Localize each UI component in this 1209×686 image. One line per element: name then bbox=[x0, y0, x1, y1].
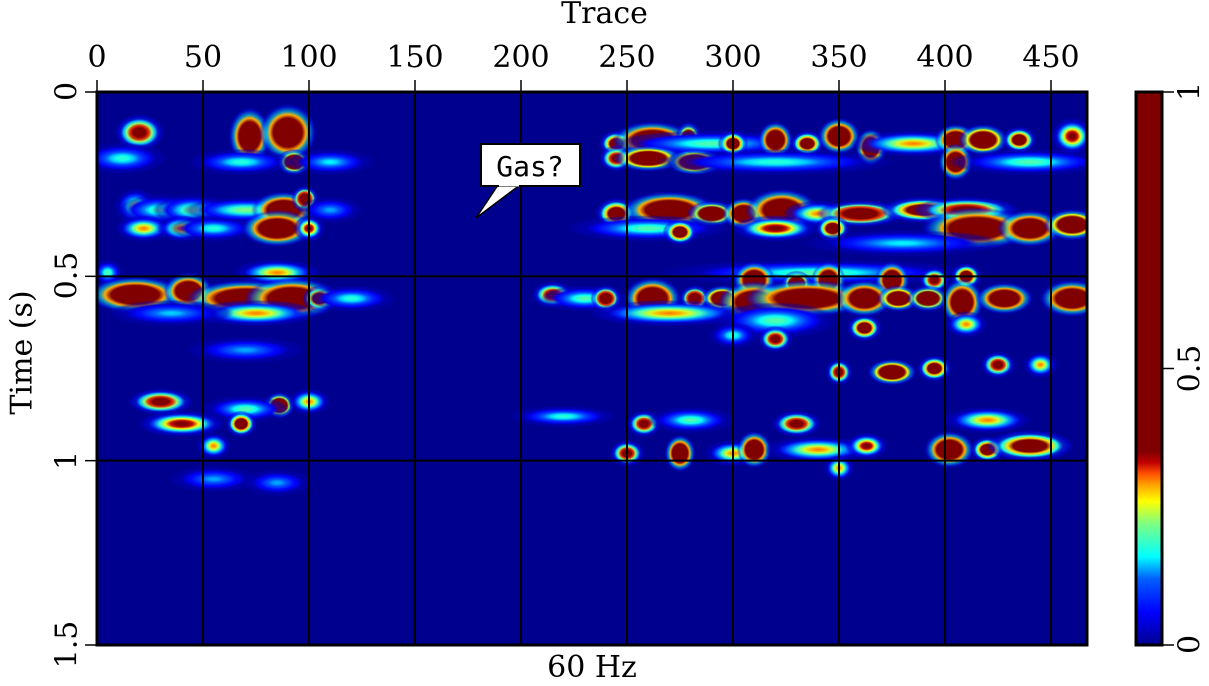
x-tick-label: 450 bbox=[1022, 40, 1080, 75]
amplitude-blob bbox=[587, 299, 752, 327]
x-tick-label: 50 bbox=[183, 40, 223, 75]
amplitude-blob bbox=[107, 299, 235, 327]
x-tick-label: 300 bbox=[704, 40, 762, 75]
x-tick-label: 250 bbox=[598, 40, 656, 75]
amplitude-blob bbox=[307, 285, 396, 312]
axis-ticks bbox=[85, 80, 1052, 646]
amplitude-blobs bbox=[97, 103, 1087, 497]
amplitude-blob bbox=[127, 388, 194, 416]
amplitude-blob bbox=[924, 431, 975, 469]
callout-text: Gas? bbox=[496, 150, 563, 183]
colorbar bbox=[1134, 90, 1174, 647]
amplitude-blob bbox=[185, 336, 305, 364]
x-tick-label: 100 bbox=[280, 40, 338, 75]
amplitude-blob bbox=[757, 325, 793, 353]
amplitude-blob bbox=[947, 148, 1087, 176]
amplitude-blob bbox=[240, 209, 314, 247]
amplitude-blob bbox=[114, 114, 165, 152]
x-tick-label: 150 bbox=[386, 40, 444, 75]
amplitude-blob bbox=[286, 148, 375, 176]
amplitude-blob bbox=[1043, 208, 1087, 241]
amplitude-blob bbox=[835, 279, 894, 317]
amplitude-blob bbox=[258, 103, 317, 162]
amplitude-blob bbox=[225, 410, 257, 438]
amplitude-blob bbox=[943, 406, 1032, 434]
callout-box bbox=[480, 143, 581, 187]
amplitude-blob bbox=[846, 314, 882, 342]
x-tick-label: 400 bbox=[916, 40, 974, 75]
amplitude-blob bbox=[845, 432, 888, 460]
amplitude-blob bbox=[187, 148, 295, 176]
amplitude-blob bbox=[664, 434, 696, 472]
amplitude-blob bbox=[242, 469, 312, 497]
amplitude-blob bbox=[646, 406, 735, 434]
amplitude-blob bbox=[975, 282, 1034, 315]
amplitude-blob bbox=[169, 465, 258, 493]
amplitude-blob bbox=[736, 431, 772, 469]
amplitude-blob bbox=[958, 124, 1009, 156]
amplitude-blob bbox=[906, 285, 950, 312]
plot-frame bbox=[95, 90, 1089, 647]
x-tick-label: 350 bbox=[810, 40, 868, 75]
x-tick-label: 200 bbox=[492, 40, 550, 75]
amplitude-blob bbox=[297, 196, 363, 224]
amplitude-blob bbox=[877, 285, 920, 312]
grid-lines bbox=[97, 92, 1087, 645]
amplitude-blob bbox=[201, 395, 290, 423]
amplitude-blob bbox=[1050, 117, 1087, 155]
amplitude-blob bbox=[114, 215, 173, 242]
amplitude-blob bbox=[980, 351, 1016, 379]
amplitude-blob bbox=[985, 430, 1074, 462]
x-axis-title: Trace bbox=[561, 0, 648, 31]
amplitude-blob bbox=[801, 229, 1004, 257]
amplitude-blob bbox=[509, 405, 618, 428]
amplitude-blob bbox=[1022, 351, 1058, 379]
gas-annotation: Gas? bbox=[475, 143, 581, 219]
amplitude-blob bbox=[662, 218, 698, 246]
amplitude-blob bbox=[1001, 126, 1037, 154]
amplitude-blob bbox=[654, 148, 896, 176]
amplitude-blob bbox=[866, 358, 918, 386]
amplitude-blob bbox=[97, 142, 167, 175]
amplitude-blob bbox=[771, 410, 822, 438]
amplitude-blob bbox=[565, 215, 731, 242]
amplitude-blob bbox=[944, 310, 988, 338]
amplitude-blob bbox=[731, 215, 820, 242]
amplitude-blob bbox=[196, 432, 232, 460]
frequency-label: 60 Hz bbox=[547, 650, 637, 685]
amplitude-blob bbox=[916, 355, 952, 382]
x-tick-label: 0 bbox=[87, 40, 107, 75]
amplitude-blob bbox=[1039, 279, 1087, 317]
